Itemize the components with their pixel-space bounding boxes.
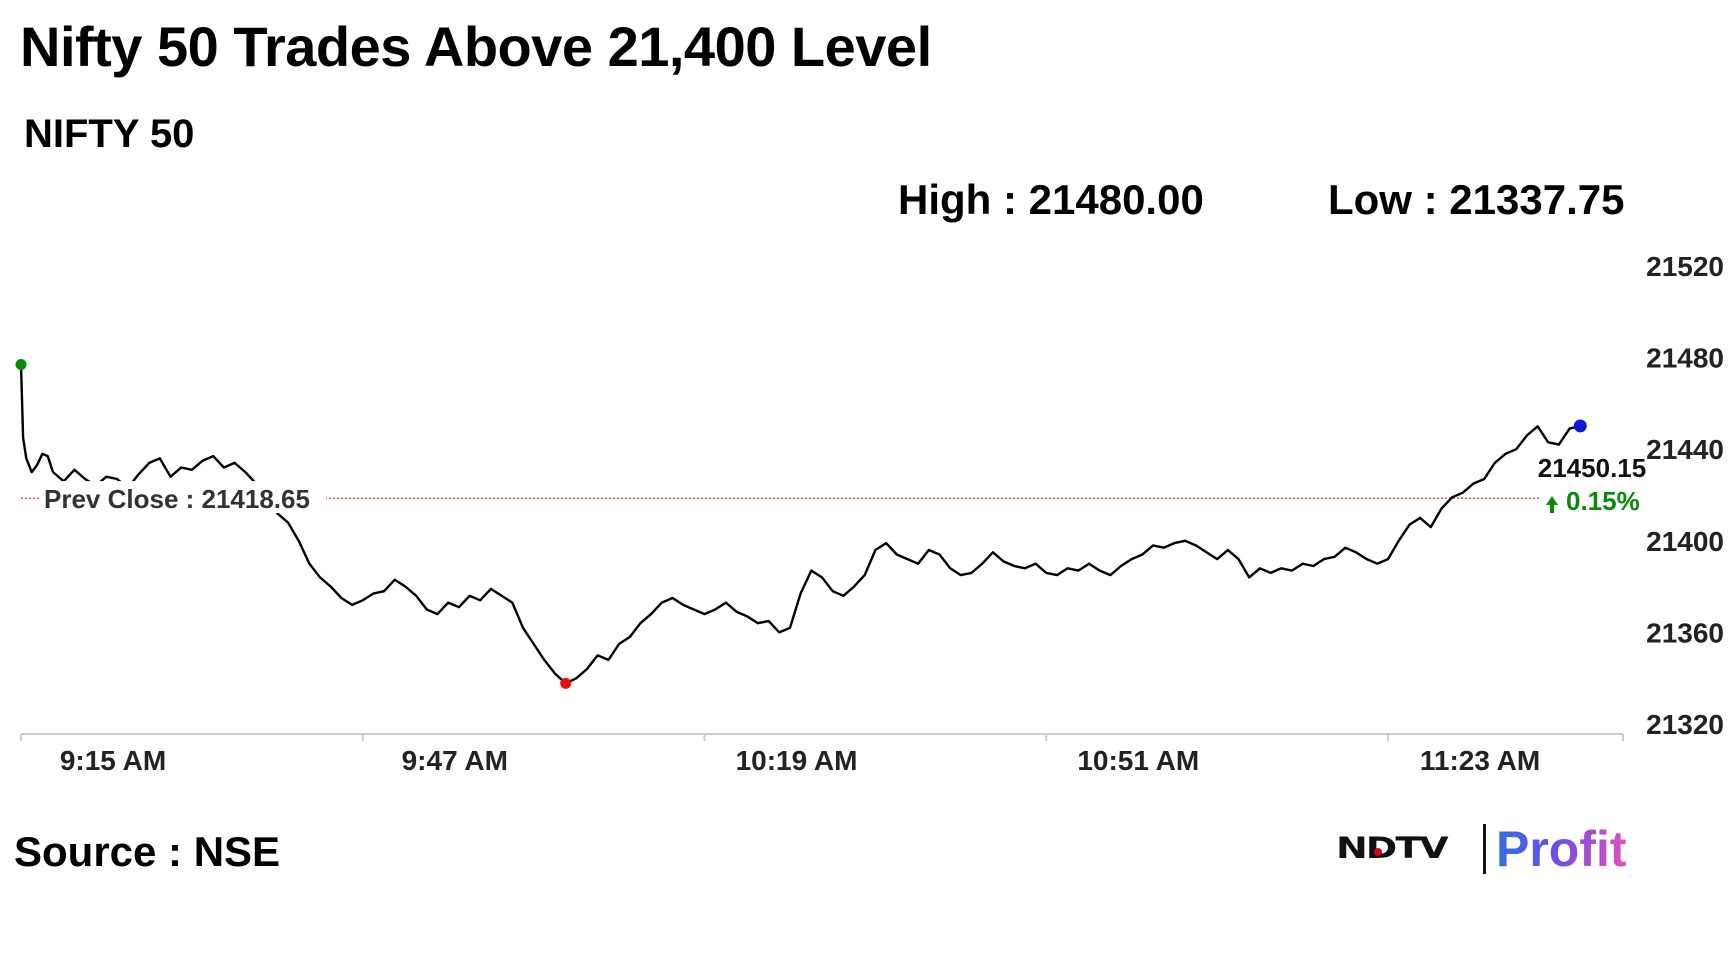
low-marker — [560, 677, 572, 689]
prev-close-label: Prev Close : 21418.65 — [44, 484, 310, 514]
x-tick-label: 10:51 AM — [1077, 745, 1199, 776]
y-tick-label: 21360 — [1646, 617, 1724, 648]
source-label: Source : NSE — [14, 828, 281, 875]
logo-ndtv-text: NDTV — [1336, 830, 1449, 866]
price-line — [19, 364, 1581, 685]
logo-dot — [1374, 848, 1382, 856]
open-marker — [15, 358, 27, 370]
change-label: 0.15% — [1566, 486, 1640, 516]
chart-title: Nifty 50 Trades Above 21,400 Level — [20, 15, 932, 78]
y-tick-label: 21400 — [1646, 526, 1724, 557]
x-tick-label: 9:47 AM — [402, 745, 508, 776]
low-value: Low : 21337.75 — [1328, 176, 1625, 223]
x-tick-label: 11:23 AM — [1420, 745, 1540, 776]
y-tick-label: 21320 — [1646, 709, 1724, 740]
chart-subtitle: NIFTY 50 — [24, 112, 195, 156]
y-tick-label: 21440 — [1646, 434, 1724, 465]
prev-close-label-bg — [40, 481, 326, 514]
last-value-marker — [1573, 419, 1587, 433]
y-tick-label: 21520 — [1646, 251, 1724, 282]
logo-divider — [1483, 824, 1486, 874]
x-tick-label: 10:19 AM — [736, 745, 858, 776]
y-tick-label: 21480 — [1646, 343, 1724, 374]
x-tick-label: 9:15 AM — [60, 745, 166, 776]
logo-profit-text: Profit — [1496, 821, 1627, 877]
last-value-label: 21450.15 — [1538, 453, 1646, 483]
high-value: High : 21480.00 — [898, 176, 1204, 223]
up-arrow-icon — [1546, 496, 1558, 513]
